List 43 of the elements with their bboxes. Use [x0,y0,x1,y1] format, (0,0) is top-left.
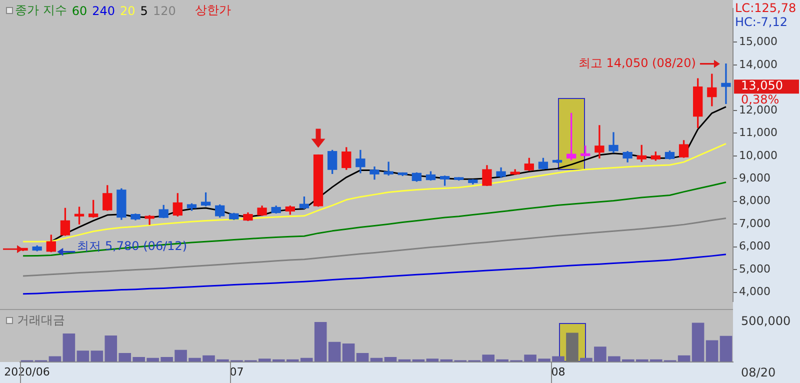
y-tick-label: 10,000 [739,148,778,162]
x-tick-label: 08 [551,365,566,378]
bar [426,358,439,362]
text: 120 [152,4,176,18]
bar [48,356,62,362]
candlestick [721,64,731,104]
y-tick-label: 11,000 [739,126,778,140]
text: LC:125,78 [735,1,796,16]
y-tick-label: 14,000 [739,58,778,71]
chart-title: 거래대금 [17,313,65,327]
bar [328,342,341,362]
text: HC:-7,12 [735,15,788,30]
legend-title: 종가 지수 [15,2,67,19]
bar [356,353,369,362]
candlestick [384,162,394,176]
bar [566,332,578,362]
annotation: 최고 14,050 (08/20) [578,56,696,70]
y-tick-label: 9,000 [739,172,770,184]
text: 08/20 [741,366,776,380]
text: 13,050 [741,78,783,93]
text: 5 [140,4,148,18]
text: 20 [120,4,136,18]
bar [62,334,76,362]
bar [678,355,690,362]
bar [76,350,90,362]
bar [720,336,732,362]
text: 60 [72,4,88,18]
bar [706,340,718,362]
y-tick-label: 4,000 [739,285,770,298]
bar [342,343,355,362]
y-tick-label: 15,000 [739,35,778,48]
candlestick [594,125,604,159]
y-tick-label: 7,000 [739,216,770,230]
y-tick-label: 5,000 [739,262,770,276]
y-tick-label: 8,000 [739,194,770,208]
x-tick-label: 2020/06 [4,365,50,378]
bar [384,357,397,362]
annotation: 상한가 [194,2,231,19]
text: 500,000 [741,314,791,328]
text: 240 [92,4,116,18]
text: 0,38% [741,92,780,107]
y-tick-label: 6,000 [739,240,770,253]
bar [692,322,704,362]
